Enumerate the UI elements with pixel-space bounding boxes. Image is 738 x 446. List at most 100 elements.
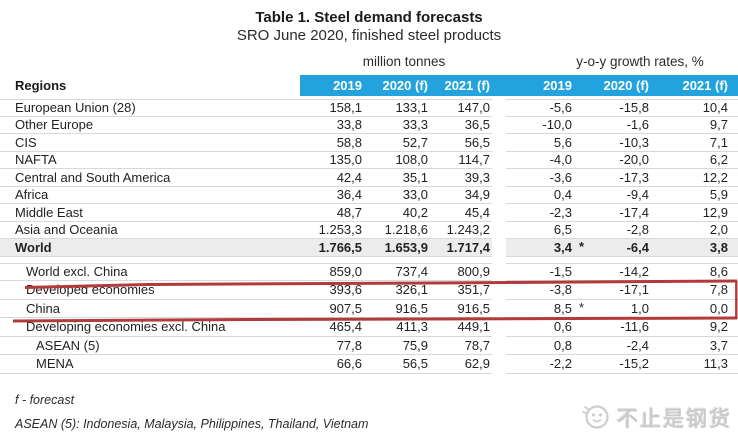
cell-million-tonnes: 114,7 bbox=[458, 152, 490, 168]
row-segment-right: -2,2 -15,2 11,3 bbox=[506, 355, 738, 374]
cell-growth-rate: -14,2 bbox=[619, 264, 649, 280]
group-header-million-tonnes: million tonnes bbox=[362, 54, 446, 69]
row-segment-left: Developed economies 393,6 326,1 351,7 bbox=[0, 281, 492, 300]
cell-growth-rate: -17,3 bbox=[619, 169, 649, 185]
cell-growth-rate: 0,6 bbox=[553, 319, 572, 335]
cell-million-tonnes: 75,9 bbox=[402, 337, 428, 353]
table-title: Table 1. Steel demand forecasts bbox=[255, 9, 483, 26]
cell-million-tonnes: 907,5 bbox=[329, 300, 362, 316]
row-segment-right: 6,5 -2,8 2,0 bbox=[506, 222, 738, 239]
cell-million-tonnes: 36,5 bbox=[464, 117, 490, 133]
cell-growth-rate: 10,4 bbox=[702, 100, 728, 116]
cell-growth-rate: 0,4 bbox=[553, 187, 572, 203]
cell-growth-rate: -6,4 bbox=[626, 239, 649, 255]
row-segment-right: -5,6 -15,8 10,4 bbox=[506, 99, 738, 117]
cell-growth-rate: -17,4 bbox=[619, 204, 649, 220]
row-segment-right: -2,3 -17,4 12,9 bbox=[506, 204, 738, 222]
row-segment-left: China 907,5 916,5 916,5 bbox=[0, 300, 492, 318]
watermark-mascot-icon bbox=[581, 399, 611, 436]
table-row: ASEAN (5) 77,8 75,9 78,7 0,8 -2,4 3,7 bbox=[0, 337, 738, 356]
row-gap bbox=[492, 263, 506, 282]
row-gap bbox=[492, 239, 506, 257]
cell-million-tonnes: 77,8 bbox=[336, 337, 362, 353]
row-gap bbox=[492, 337, 506, 356]
row-segment-right: -4,0 -20,0 6,2 bbox=[506, 152, 738, 169]
cell-growth-rate: 9,2 bbox=[709, 319, 728, 335]
table-row: Central and South America 42,4 35,1 39,3 -3,… bbox=[0, 169, 738, 187]
region-label: ASEAN (5) bbox=[36, 337, 100, 353]
row-gap bbox=[492, 117, 506, 135]
cell-million-tonnes: 393,6 bbox=[329, 282, 362, 298]
row-segment-right: 5,6 -10,3 7,1 bbox=[506, 134, 738, 152]
cell-growth-rate: 11,3 bbox=[703, 356, 728, 372]
footnote-forecast: f - forecast bbox=[15, 392, 75, 407]
cell-growth-rate: 0,8 bbox=[553, 337, 572, 353]
table-row: Africa 36,4 33,0 34,9 0,4 -9,4 5,9 bbox=[0, 187, 738, 205]
year-column-headers: 2019 2020 (f) 2021 (f) 2019 2020 (f) 202… bbox=[300, 75, 738, 96]
cell-million-tonnes: 48,7 bbox=[336, 204, 362, 220]
cell-growth-rate: 8,5 * bbox=[553, 300, 584, 316]
region-label: Middle East bbox=[15, 204, 83, 220]
cell-million-tonnes: 737,4 bbox=[395, 264, 428, 280]
row-segment-right: 0,4 -9,4 5,9 bbox=[506, 187, 738, 204]
row-gap bbox=[492, 99, 506, 117]
column-header-growth-2020f: 2020 (f) bbox=[603, 78, 649, 93]
cell-million-tonnes: 449,1 bbox=[457, 319, 490, 335]
watermark: 不止是钢货 bbox=[581, 399, 732, 436]
region-label: Other Europe bbox=[15, 117, 94, 133]
cell-million-tonnes: 108,0 bbox=[395, 152, 428, 168]
cell-growth-rate: -11,6 bbox=[620, 319, 649, 335]
table-row: NAFTA 135,0 108,0 114,7 -4,0 -20,0 6,2 bbox=[0, 152, 738, 169]
cell-growth-rate: 12,9 bbox=[702, 204, 728, 220]
region-label: World bbox=[15, 239, 52, 255]
row-gap bbox=[492, 187, 506, 205]
table-row: European Union (28) 158,1 133,1 147,0 -5,6 -1… bbox=[0, 99, 738, 117]
table-header-row: Regions 2019 2020 (f) 2021 (f) 2019 2020… bbox=[0, 75, 738, 96]
cell-growth-rate: -4,0 bbox=[549, 152, 572, 168]
region-label: MENA bbox=[36, 356, 74, 372]
column-group-header-row: million tonnes y-o-y growth rates, % bbox=[0, 54, 738, 72]
row-segment-right: 3,4 * -6,4 3,8 bbox=[506, 239, 738, 257]
cell-growth-rate: -15,2 bbox=[619, 356, 649, 372]
cell-million-tonnes: 800,9 bbox=[457, 264, 490, 280]
cell-million-tonnes: 33,0 bbox=[402, 187, 428, 203]
cell-growth-rate: 5,6 bbox=[553, 134, 572, 150]
region-label: NAFTA bbox=[15, 152, 57, 168]
column-header-mt-2019: 2019 bbox=[333, 78, 362, 93]
table-row: Developed economies 393,6 326,1 351,7 -3,8 -1… bbox=[0, 281, 738, 300]
row-segment-right: 0,8 -2,4 3,7 bbox=[506, 337, 738, 355]
cell-million-tonnes: 33,8 bbox=[336, 117, 362, 133]
group-header-spacer bbox=[0, 54, 300, 72]
cell-growth-rate: 2,0 bbox=[709, 222, 728, 238]
table-row: Developing economies excl. China 465,4 411… bbox=[0, 318, 738, 337]
region-label: CIS bbox=[15, 134, 37, 150]
cell-million-tonnes: 56,5 bbox=[402, 356, 428, 372]
cell-million-tonnes: 465,4 bbox=[329, 319, 362, 335]
cell-million-tonnes: 147,0 bbox=[457, 100, 490, 116]
cell-growth-rate: 1,0 bbox=[630, 300, 649, 316]
cell-million-tonnes: 1.253,3 bbox=[318, 222, 362, 238]
cell-growth-rate: 8,6 bbox=[709, 264, 728, 280]
region-label: Africa bbox=[15, 187, 49, 203]
table-row: World 1.766,5 1.653,9 1.717,4 3,4 * -6,4 3,8 bbox=[0, 239, 738, 257]
cell-growth-rate: -9,4 bbox=[626, 187, 649, 203]
cell-million-tonnes: 66,6 bbox=[336, 356, 362, 372]
cell-million-tonnes: 916,5 bbox=[457, 300, 490, 316]
row-segment-right: -1,5 -14,2 8,6 bbox=[506, 262, 738, 281]
table-row: Middle East 48,7 40,2 45,4 -2,3 -17,4 12,9 bbox=[0, 204, 738, 222]
row-gap bbox=[492, 134, 506, 152]
row-segment-left: Middle East 48,7 40,2 45,4 bbox=[0, 204, 492, 222]
row-segment-right: 0,6 -11,6 9,2 bbox=[506, 318, 738, 337]
table-row: MENA 66,6 56,5 62,9 -2,2 -15,2 11,3 bbox=[0, 355, 738, 374]
table-row: CIS 58,8 52,7 56,5 5,6 -10,3 7,1 bbox=[0, 134, 738, 152]
cell-growth-rate: -15,8 bbox=[619, 100, 649, 116]
cell-million-tonnes: 45,4 bbox=[464, 204, 490, 220]
column-header-growth-2021f: 2021 (f) bbox=[682, 78, 728, 93]
cell-growth-rate: 9,7 bbox=[709, 117, 728, 133]
cell-growth-rate: -5,6 bbox=[549, 100, 572, 116]
row-segment-left: World excl. China 859,0 737,4 800,9 bbox=[0, 262, 492, 281]
cell-million-tonnes: 1.218,6 bbox=[384, 222, 428, 238]
cell-growth-rate: -20,0 bbox=[619, 152, 649, 168]
table-subtitle: SRO June 2020, finished steel products bbox=[236, 27, 502, 44]
